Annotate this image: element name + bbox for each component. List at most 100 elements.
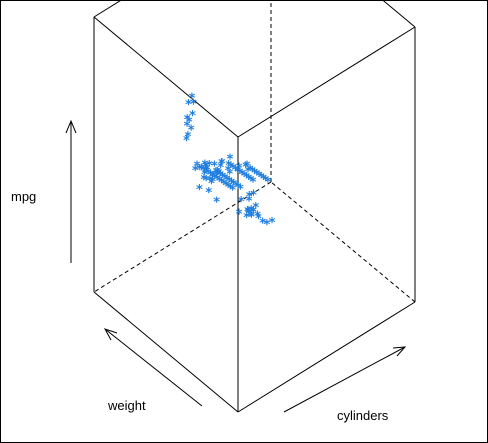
data-point: *	[243, 211, 251, 226]
data-point: *	[232, 180, 240, 195]
data-point: *	[245, 190, 253, 205]
data-point: *	[257, 171, 265, 186]
data-point: *	[189, 109, 197, 124]
data-point: *	[221, 172, 229, 187]
data-point: *	[253, 168, 261, 183]
data-point: *	[247, 174, 255, 189]
data-point: *	[226, 152, 234, 167]
data-point: *	[184, 130, 192, 145]
data-point: *	[240, 169, 248, 184]
box-edge-BC	[237, 301, 416, 413]
data-point: *	[236, 183, 244, 198]
data-point: *	[236, 166, 244, 181]
data-point: *	[202, 161, 210, 176]
data-point: *	[198, 162, 206, 177]
data-point: *	[204, 167, 212, 182]
data-point: *	[237, 195, 245, 210]
data-point: *	[217, 161, 225, 176]
data-point: *	[216, 169, 224, 184]
data-point: *	[230, 178, 238, 193]
data-point: *	[206, 174, 214, 189]
data-point: *	[212, 166, 220, 181]
data-point: *	[223, 174, 231, 189]
data-point: *	[250, 189, 258, 204]
data-point: *	[208, 177, 216, 192]
data-point: *	[227, 160, 235, 175]
data-point: *	[195, 183, 203, 198]
data-point: *	[185, 116, 193, 131]
data-point: *	[211, 171, 219, 186]
data-point: *	[247, 204, 255, 219]
data-point: *	[213, 173, 221, 188]
y-axis-arrow	[283, 346, 407, 413]
data-point: *	[193, 159, 201, 174]
box-edge-FG	[237, 26, 416, 138]
data-point: *	[224, 180, 232, 195]
data-point: *	[255, 170, 263, 185]
data-point: *	[260, 173, 268, 188]
data-point: *	[234, 181, 242, 196]
data-point: *	[234, 165, 242, 180]
z-axis-arrow	[65, 119, 77, 263]
data-point: *	[214, 168, 222, 183]
box-edge-CD	[270, 181, 416, 303]
data-point: *	[252, 201, 260, 216]
data-point: *	[215, 174, 223, 189]
data-point: *	[201, 168, 209, 183]
data-point: *	[210, 170, 218, 185]
data-point: *	[209, 175, 217, 190]
data-point: *	[242, 161, 250, 176]
data-point: *	[246, 164, 254, 179]
data-point: *	[183, 120, 191, 135]
data-point: *	[248, 165, 256, 180]
data-point: *	[218, 176, 226, 191]
data-point: *	[202, 165, 210, 180]
data-point: *	[185, 98, 193, 113]
data-point: *	[255, 212, 263, 227]
data-point: *	[220, 177, 228, 192]
data-point: *	[189, 98, 197, 113]
data-point: *	[226, 167, 234, 182]
data-point: *	[222, 179, 230, 194]
data-point: *	[244, 206, 252, 221]
data-point: *	[249, 175, 257, 190]
data-point: *	[213, 196, 221, 211]
data-point: *	[231, 163, 239, 178]
data-point: *	[247, 210, 255, 225]
data-point: *	[235, 162, 243, 177]
data-point: *	[205, 159, 213, 174]
data-point: *	[196, 163, 204, 178]
z-axis-label: mpg	[11, 189, 36, 204]
data-point: *	[218, 157, 226, 172]
data-point: *	[209, 170, 217, 185]
data-point: *	[254, 210, 262, 225]
box-edge-AB	[93, 291, 239, 413]
x-axis-arrow	[103, 328, 203, 407]
data-point: *	[213, 166, 221, 181]
data-point: *	[210, 159, 218, 174]
data-point: *	[202, 174, 210, 189]
data-point: *	[207, 168, 215, 183]
data-point: *	[224, 164, 232, 179]
data-points: ******* ********** ****** **** ** **** **** ***…	[183, 92, 276, 233]
data-point: *	[264, 176, 272, 191]
data-point: *	[183, 134, 191, 149]
data-point: *	[235, 207, 243, 222]
data-point: *	[243, 171, 251, 186]
data-point: *	[229, 162, 237, 177]
data-point: *	[248, 211, 256, 226]
box-edge-EF	[93, 16, 239, 138]
data-point: *	[244, 165, 252, 180]
data-point: *	[191, 164, 199, 179]
data-point: *	[249, 206, 257, 221]
data-point: *	[244, 205, 252, 220]
data-point: *	[243, 160, 251, 175]
data-point: *	[219, 171, 227, 186]
data-point: *	[205, 186, 213, 201]
data-point: *	[188, 92, 196, 107]
data-point: *	[245, 207, 253, 222]
data-point: *	[238, 168, 246, 183]
data-point: *	[249, 206, 257, 221]
data-point: *	[225, 159, 233, 174]
